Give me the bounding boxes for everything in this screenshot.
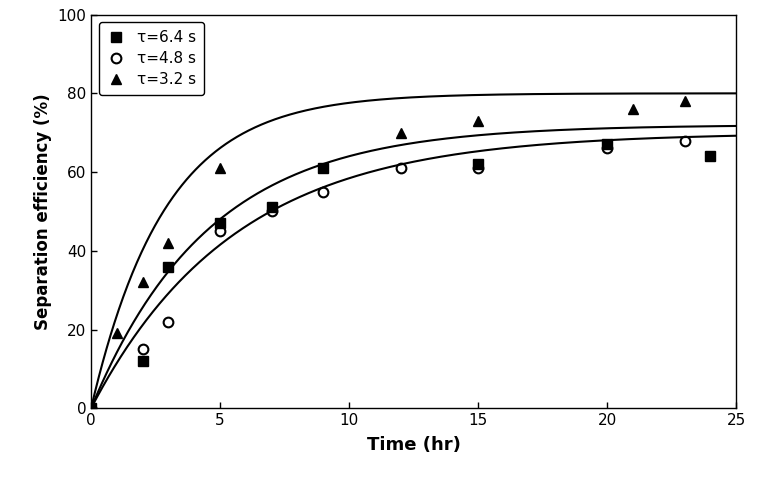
τ=3.2 s (164, 240, 173, 246)
τ=4.8 s (216, 228, 225, 234)
τ=6.4 s (319, 165, 328, 171)
Y-axis label: Separation efficiency (%): Separation efficiency (%) (34, 93, 52, 330)
τ=4.8 s (680, 138, 689, 143)
τ=4.8 s (603, 145, 612, 151)
X-axis label: Time (hr): Time (hr) (367, 436, 461, 454)
τ=6.4 s (87, 405, 96, 411)
τ=6.4 s (603, 141, 612, 147)
τ=4.8 s (474, 165, 483, 171)
Legend: τ=6.4 s, τ=4.8 s, τ=3.2 s: τ=6.4 s, τ=4.8 s, τ=3.2 s (99, 22, 203, 95)
τ=3.2 s (628, 106, 638, 112)
τ=6.4 s (706, 154, 715, 159)
τ=4.8 s (396, 165, 405, 171)
τ=6.4 s (267, 205, 276, 210)
τ=6.4 s (216, 220, 225, 226)
τ=3.2 s (396, 130, 405, 136)
τ=3.2 s (474, 118, 483, 124)
τ=3.2 s (680, 98, 689, 104)
τ=4.8 s (87, 405, 96, 411)
τ=4.8 s (164, 319, 173, 325)
τ=3.2 s (112, 330, 121, 336)
Line: τ=6.4 s: τ=6.4 s (87, 139, 715, 413)
Line: τ=3.2 s: τ=3.2 s (87, 96, 689, 413)
Line: τ=4.8 s: τ=4.8 s (87, 136, 689, 413)
τ=3.2 s (87, 405, 96, 411)
τ=3.2 s (138, 279, 147, 285)
τ=6.4 s (138, 358, 147, 364)
τ=4.8 s (267, 208, 276, 214)
τ=4.8 s (138, 346, 147, 352)
τ=6.4 s (474, 161, 483, 167)
τ=6.4 s (164, 263, 173, 269)
τ=3.2 s (216, 165, 225, 171)
τ=4.8 s (319, 189, 328, 195)
